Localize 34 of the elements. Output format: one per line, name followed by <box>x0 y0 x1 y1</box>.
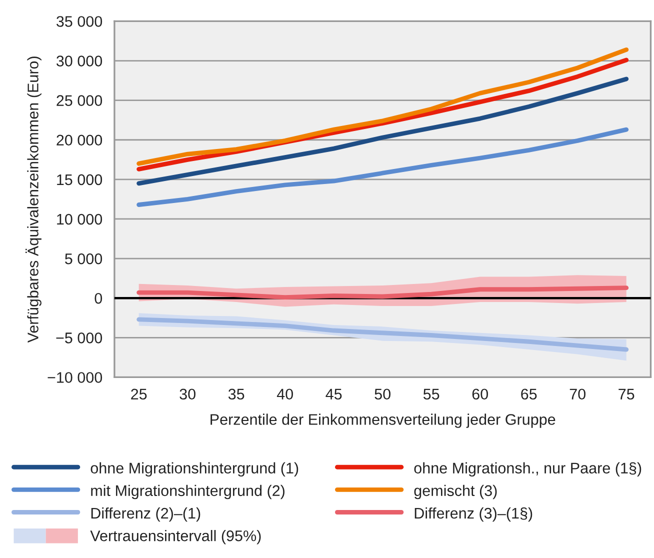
y-axis-title: Verfügbares Äquivalenzeinkommen (Euro) <box>25 56 42 343</box>
x-tick-label: 30 <box>180 388 196 400</box>
legend-label: ohne Migrationshintergrund (1) <box>90 462 298 477</box>
x-tick-label: 60 <box>472 388 488 400</box>
y-tick-label: −10 000 <box>48 372 102 383</box>
legend-label: gemischt (3) <box>414 484 497 500</box>
legend-label: Differenz (3)–(1§) <box>414 507 532 522</box>
line-series <box>136 286 629 300</box>
x-tick-label: 45 <box>326 388 342 400</box>
x-axis-title: Perzentile der Einkommensverteilung jeder Gruppe <box>210 414 556 428</box>
x-tick-label: 65 <box>521 388 537 400</box>
x-tick-label: 35 <box>228 388 244 400</box>
y-tick-label: 5 000 <box>65 253 102 264</box>
line-series <box>136 76 629 186</box>
line-series <box>136 127 629 207</box>
y-tick-label: 30 000 <box>56 56 102 66</box>
y-tick-label: −5 000 <box>56 332 102 344</box>
legend-label: ohne Migrationsh., nur Paare (1§) <box>414 462 642 477</box>
y-tick-label: 25 000 <box>56 95 102 106</box>
x-tick-label: 75 <box>618 388 634 400</box>
y-tick-label: 20 000 <box>56 134 102 146</box>
y-tick-label: 10 000 <box>57 214 102 225</box>
x-tick-label: 50 <box>374 388 390 400</box>
x-tick-label: 55 <box>423 388 440 400</box>
x-tick-label: 25 <box>131 388 147 400</box>
y-tick-label: 0 <box>94 292 102 304</box>
legend-label: mit Migrationshintergrund (2) <box>91 484 284 500</box>
y-tick-label: 15 000 <box>57 174 102 186</box>
x-tick-label: 70 <box>570 388 586 400</box>
legend-label: Differenz (2)–(1) <box>91 507 200 522</box>
text: Vertrauensintervall (95%) <box>90 530 261 544</box>
y-tick-label: 35 000 <box>56 16 102 27</box>
x-tick-label: 40 <box>276 388 293 400</box>
line-series <box>136 317 629 352</box>
